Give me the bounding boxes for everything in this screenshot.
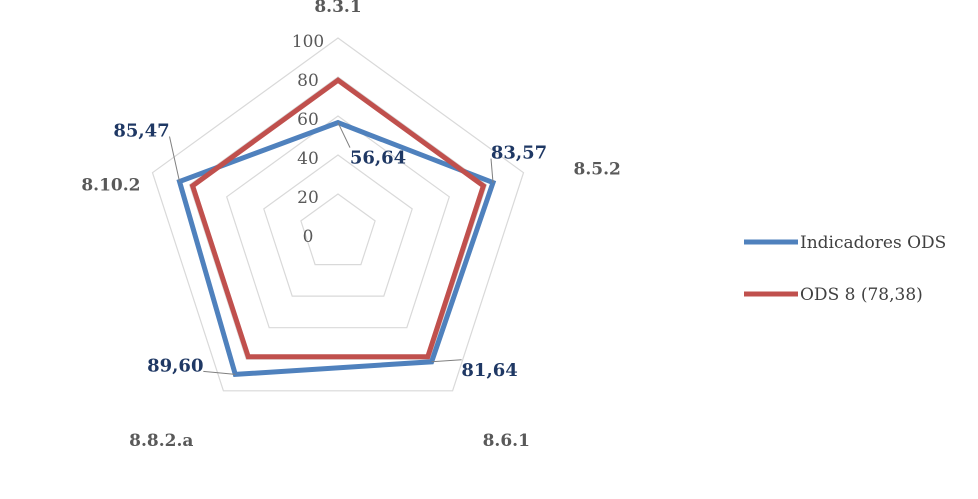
leader-line-8.3.1 [337, 122, 351, 148]
legend-label-2: ODS 8 (78,38) [800, 285, 923, 305]
category-label-8.5.2: 8.5.2 [574, 160, 621, 180]
series-layer [176, 77, 497, 378]
data-label-8.10.2: 85,47 [113, 121, 169, 142]
tick-label-60: 60 [297, 110, 319, 130]
category-label-8.3.1: 8.3.1 [314, 0, 361, 17]
grid-ring-60 [225, 115, 451, 329]
grid-ring-100 [151, 37, 525, 392]
leader-line-8.5.2 [490, 158, 494, 183]
data-label-8.6.1: 81,64 [461, 360, 517, 381]
data-labels: 56,64 83,57 81,64 89,60 85,47 [113, 121, 547, 381]
tick-label-0: 0 [303, 227, 314, 247]
data-label-8.3.1: 56,64 [350, 148, 406, 169]
legend-label-1: Indicadores ODS [800, 233, 946, 253]
tick-labels: 0 20 40 60 80 100 [292, 32, 324, 247]
tick-label-40: 40 [297, 149, 319, 169]
category-label-8.6.1: 8.6.1 [483, 431, 530, 451]
grid-ring-20 [300, 193, 376, 266]
leader-lines [169, 122, 494, 375]
tick-label-20: 20 [297, 188, 319, 208]
grid-ring-40 [263, 154, 413, 297]
legend: Indicadores ODS ODS 8 (78,38) [744, 233, 946, 305]
data-label-8.8.2.a: 89,60 [147, 355, 203, 376]
category-label-8.10.2: 8.10.2 [81, 176, 140, 196]
leader-line-8.10.2 [169, 136, 180, 182]
grid [151, 37, 525, 392]
leader-line-8.8.2.a [203, 370, 236, 375]
data-label-8.5.2: 83,57 [491, 143, 547, 164]
tick-label-80: 80 [297, 71, 319, 91]
tick-label-100: 100 [292, 32, 324, 52]
category-labels: 8.3.1 8.5.2 8.6.1 8.8.2.a 8.10.2 [81, 0, 620, 451]
series-line-2 [189, 77, 487, 360]
leader-line-8.6.1 [431, 359, 462, 363]
category-label-8.8.2.a: 8.8.2.a [129, 431, 193, 451]
